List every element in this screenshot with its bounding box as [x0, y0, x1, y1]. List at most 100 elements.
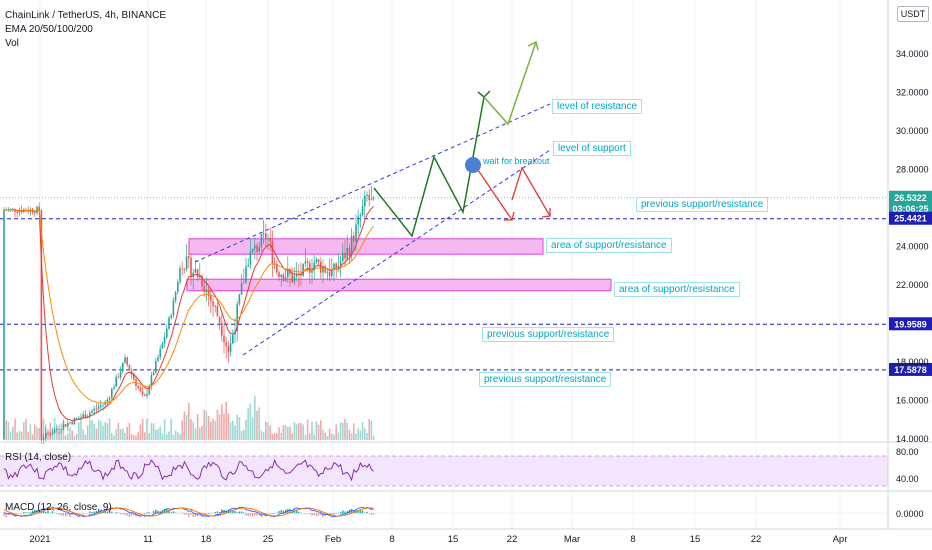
- macd-histogram-bar: [311, 513, 313, 517]
- candle-body: [67, 422, 69, 427]
- candle-body: [311, 270, 313, 273]
- volume-bar: [372, 435, 375, 440]
- macd-histogram-bar: [214, 512, 216, 514]
- candle-body: [97, 407, 100, 409]
- candle-body: [236, 303, 238, 332]
- candle-body: [100, 405, 102, 408]
- macd-histogram-bar: [282, 510, 285, 514]
- volume-bar: [267, 422, 269, 440]
- candle-body: [133, 374, 135, 380]
- candle-body: [331, 269, 333, 277]
- candle-body: [353, 235, 355, 242]
- candle-body: [280, 274, 282, 278]
- support-resistance-zone: [186, 278, 612, 292]
- macd-histogram-bar: [190, 513, 192, 515]
- time-tick-label: 8: [630, 534, 635, 545]
- candle-body: [218, 316, 221, 323]
- volume-bar: [29, 424, 32, 440]
- volume-bar: [309, 433, 311, 440]
- volume-bar: [353, 423, 355, 440]
- bear-arrowhead: [504, 211, 515, 221]
- candle-body: [45, 432, 47, 439]
- macd-histogram-bar: [181, 512, 183, 514]
- macd-histogram-bar: [295, 509, 298, 514]
- time-tick-label: 8: [389, 534, 394, 545]
- macd-histogram-bar: [159, 511, 161, 514]
- candle-body: [144, 394, 146, 396]
- volume-bar: [78, 422, 80, 440]
- volume-bar: [111, 432, 113, 440]
- time-tick-label: 25: [263, 534, 274, 545]
- ema-legend[interactable]: EMA 20/50/100/200: [5, 24, 93, 35]
- candle-body: [124, 357, 126, 363]
- volume-bar: [102, 426, 104, 440]
- time-tick-label: Apr: [833, 534, 848, 545]
- candle-body: [148, 386, 150, 394]
- volume-bar: [335, 424, 337, 440]
- macd-histogram-bar: [331, 513, 333, 516]
- candle-body: [269, 238, 271, 242]
- volume-bar: [201, 425, 203, 440]
- candle-body: [159, 348, 161, 358]
- macd-histogram-bar: [359, 510, 362, 514]
- macd-histogram-bar: [95, 510, 98, 514]
- volume-bar: [254, 396, 256, 440]
- macd-histogram-bar: [144, 513, 146, 515]
- macd-histogram-bar: [247, 513, 249, 517]
- macd-histogram-bar: [249, 513, 252, 517]
- candle-body: [326, 271, 329, 273]
- volume-bar: [179, 434, 181, 440]
- candle-body: [306, 261, 309, 263]
- volume-bar: [27, 431, 29, 440]
- candle-body: [216, 305, 219, 317]
- candle-body: [357, 216, 359, 225]
- macd-histogram-bar: [218, 512, 221, 514]
- volume-bar: [210, 421, 212, 440]
- macd-histogram-bar: [306, 513, 309, 514]
- macd-histogram-bar: [245, 513, 247, 516]
- macd-histogram-bar: [328, 513, 331, 515]
- macd-histogram-bar: [221, 509, 223, 514]
- annotation-prev-sr-2: previous support/resistance: [482, 327, 615, 342]
- candle-body: [243, 282, 245, 284]
- macd-histogram-bar: [291, 511, 293, 514]
- volume-bar: [273, 433, 276, 440]
- candle-body: [75, 418, 78, 419]
- volume-bar: [247, 408, 249, 440]
- macd-histogram-bar: [108, 511, 111, 514]
- volume-bar: [212, 418, 214, 440]
- candle-body: [155, 361, 157, 373]
- candle-body: [137, 385, 139, 388]
- time-tick-label: 22: [751, 534, 762, 545]
- volume-legend[interactable]: Vol: [5, 38, 19, 49]
- candle-body: [203, 286, 205, 293]
- macd-histogram-bar: [155, 509, 157, 514]
- axes: [0, 0, 932, 530]
- macd-histogram-bar: [238, 511, 241, 514]
- candle-body: [47, 432, 49, 434]
- macd-histogram-bar: [240, 511, 243, 514]
- candle-body: [141, 391, 144, 395]
- price-tick-label: 16.0000: [896, 396, 929, 406]
- symbol-title[interactable]: ChainLink / TetherUS, 4h, BINANCE: [5, 10, 167, 21]
- volume-bar: [185, 414, 188, 440]
- candle-body: [102, 404, 104, 406]
- rsi-tick: 80.00: [896, 447, 919, 457]
- candle-body: [69, 422, 71, 424]
- volume-bar: [86, 425, 89, 440]
- volume-bar: [20, 431, 23, 440]
- volume-bar: [23, 422, 25, 440]
- candle-body: [179, 268, 181, 282]
- macd-histogram-bar: [51, 511, 54, 514]
- candle-body: [372, 198, 375, 200]
- macd-histogram-bar: [104, 511, 106, 514]
- volume-bar: [183, 411, 186, 440]
- volume-bar: [300, 423, 302, 440]
- macd-histogram-bar: [137, 513, 139, 517]
- candle-body: [271, 241, 274, 264]
- volume-bar: [276, 433, 278, 440]
- macd-histogram-bar: [139, 513, 142, 517]
- macd-label: MACD (12, 26, close, 9): [5, 502, 112, 513]
- currency-badge[interactable]: USDT: [897, 6, 929, 22]
- candle-body: [161, 343, 164, 349]
